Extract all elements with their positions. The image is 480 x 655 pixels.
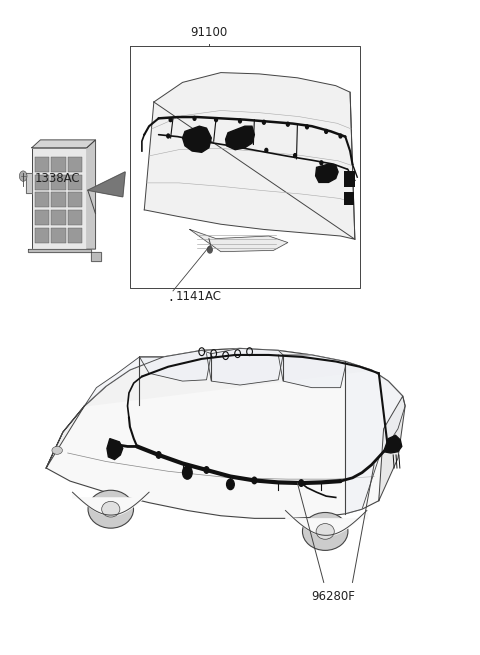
Polygon shape [384,436,402,453]
Circle shape [306,125,309,129]
Circle shape [324,130,327,134]
Polygon shape [84,357,163,406]
Polygon shape [46,386,106,468]
Polygon shape [379,396,405,500]
Polygon shape [32,140,96,148]
Polygon shape [46,406,84,468]
Ellipse shape [302,512,348,550]
Bar [68,157,82,172]
Bar [51,192,66,207]
Circle shape [167,134,169,138]
Circle shape [265,149,268,153]
Polygon shape [107,439,123,460]
Polygon shape [182,126,211,153]
Bar [68,175,82,189]
Circle shape [200,139,203,143]
Circle shape [156,452,161,458]
Polygon shape [46,348,405,518]
Circle shape [299,480,304,486]
Text: .: . [168,289,173,304]
Ellipse shape [88,490,133,528]
Text: 91100: 91100 [190,26,228,39]
Circle shape [234,143,237,147]
Bar [35,210,49,225]
Circle shape [215,118,217,122]
Circle shape [227,479,234,489]
Bar [35,157,49,172]
Polygon shape [144,73,355,239]
Ellipse shape [316,523,334,539]
Bar [51,227,66,242]
Circle shape [239,119,241,123]
Polygon shape [278,355,345,388]
Circle shape [193,117,196,121]
Polygon shape [206,348,283,385]
Circle shape [320,161,323,165]
Text: 1338AC: 1338AC [35,172,80,185]
Circle shape [252,477,257,483]
Circle shape [169,118,172,122]
Bar [51,175,66,189]
Polygon shape [88,172,125,196]
Bar [35,227,49,242]
Circle shape [339,134,342,138]
Circle shape [287,122,289,126]
Circle shape [207,246,212,253]
Bar [68,227,82,242]
Text: 1141AC: 1141AC [175,290,221,303]
Circle shape [204,467,209,474]
Polygon shape [28,249,101,261]
Circle shape [19,171,27,181]
Circle shape [263,121,265,124]
Bar [344,171,355,187]
Ellipse shape [52,447,62,455]
Polygon shape [84,348,403,406]
Polygon shape [140,350,211,381]
Polygon shape [226,126,254,150]
Bar [51,210,66,225]
Bar [344,191,354,204]
Bar [51,157,66,172]
Polygon shape [190,229,288,252]
Bar [68,192,82,207]
Bar [35,192,49,207]
Polygon shape [26,173,32,193]
Polygon shape [345,362,405,514]
Circle shape [294,154,297,158]
Bar [35,175,49,189]
Polygon shape [87,140,96,249]
Polygon shape [316,164,338,182]
Bar [68,210,82,225]
Circle shape [182,466,192,479]
Text: 96280F: 96280F [312,590,355,603]
Ellipse shape [102,501,120,517]
Bar [32,148,87,249]
